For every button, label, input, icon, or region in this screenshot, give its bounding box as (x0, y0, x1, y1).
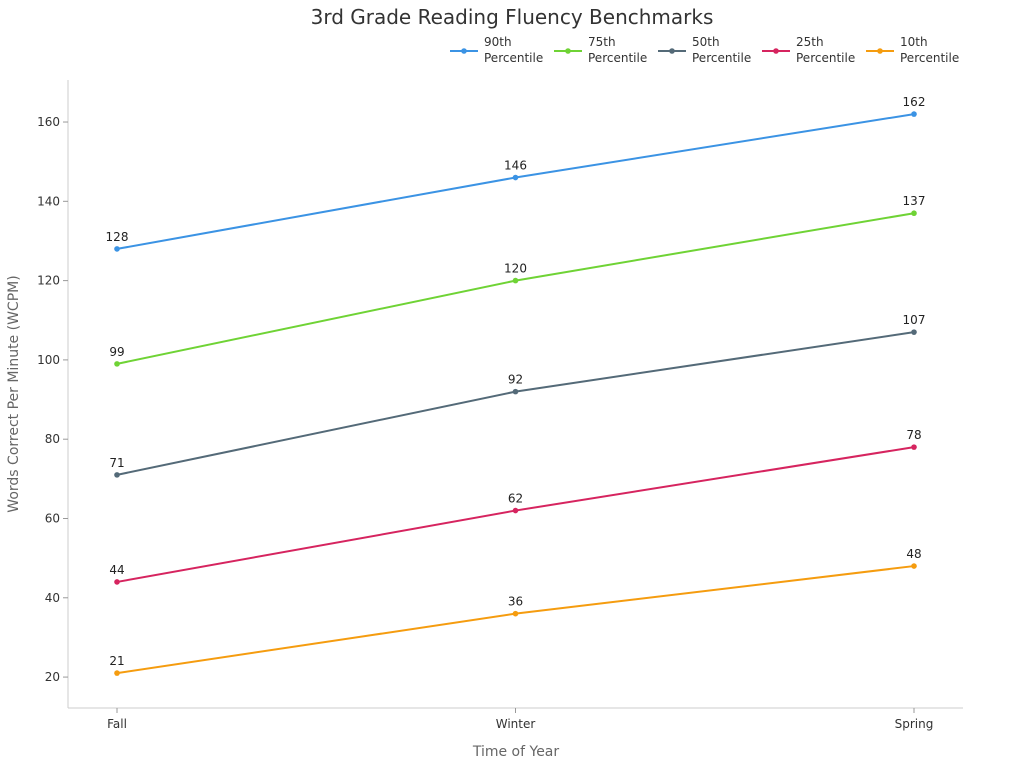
legend-label: 50th (692, 35, 720, 49)
data-point (512, 174, 519, 181)
legend-label: 10th (900, 35, 928, 49)
data-point (114, 579, 120, 585)
data-point (911, 111, 917, 117)
axes: 20 40 60 80 100 120 140 160 Fall Winter Spring (37, 80, 963, 731)
legend-label: Percentile (588, 51, 647, 65)
data-point (512, 277, 519, 284)
y-tick-label: 40 (45, 591, 60, 605)
data-label: 44 (109, 563, 124, 577)
data-label: 137 (903, 194, 926, 208)
series-line (116, 113, 915, 250)
data-label: 162 (903, 95, 926, 109)
data-label: 62 (508, 492, 523, 506)
y-tick-label: 60 (45, 511, 60, 525)
legend-label: Percentile (900, 51, 959, 65)
data-label: 78 (906, 428, 921, 442)
series-line (116, 331, 915, 476)
legend-item: 75th Percentile (554, 35, 647, 65)
data-point (114, 246, 120, 252)
series-line (116, 446, 915, 583)
data-point (512, 507, 519, 514)
y-tick-label: 80 (45, 432, 60, 446)
data-label: 146 (504, 159, 527, 173)
data-label: 99 (109, 345, 124, 359)
x-tick-label: Spring (895, 717, 934, 731)
series-line (116, 565, 915, 675)
x-axis-label: Time of Year (472, 744, 560, 760)
data-point (911, 329, 917, 335)
data-point (911, 563, 917, 569)
data-point (114, 361, 120, 367)
data-label: 128 (106, 230, 129, 244)
legend-label: Percentile (692, 51, 751, 65)
data-point (911, 444, 917, 450)
data-point (114, 472, 120, 478)
data-label: 120 (504, 262, 527, 276)
data-label: 48 (906, 547, 921, 561)
series-group: 128 146 162 99 120 137 71 92 107 44 62 78 21 36 48 (106, 95, 926, 676)
data-label: 21 (109, 654, 124, 668)
legend-item: 25th Percentile (762, 35, 855, 65)
data-label: 36 (508, 595, 523, 609)
chart-title: 3rd Grade Reading Fluency Benchmarks (311, 5, 714, 29)
legend-item: 90th Percentile (450, 35, 543, 65)
data-point (911, 210, 917, 217)
legend-label: 75th (588, 35, 616, 49)
legend-label: Percentile (484, 51, 543, 65)
data-point (114, 670, 120, 676)
legend-label: 25th (796, 35, 824, 49)
legend: 90th Percentile 75th Percentile 50th Percenti… (450, 35, 959, 65)
y-tick-label: 100 (37, 353, 60, 367)
legend-label: 90th (484, 35, 512, 49)
legend-marker (461, 48, 467, 54)
y-axis-label: Words Correct Per Minute (WCPM) (6, 275, 22, 512)
y-tick-label: 160 (37, 115, 60, 129)
y-tick-label: 140 (37, 194, 60, 208)
y-tick-label: 20 (45, 670, 60, 684)
legend-marker (773, 48, 779, 54)
x-tick-label: Fall (107, 717, 127, 731)
y-tick-label: 120 (37, 274, 60, 288)
series-line (116, 212, 915, 365)
legend-label: Percentile (796, 51, 855, 65)
data-label: 92 (508, 373, 523, 387)
legend-marker (565, 48, 571, 54)
data-point (512, 388, 519, 395)
legend-marker (669, 48, 675, 54)
legend-marker (877, 48, 883, 54)
legend-item: 50th Percentile (658, 35, 751, 65)
data-label: 107 (903, 313, 926, 327)
data-label: 71 (109, 456, 124, 470)
legend-item: 10th Percentile (866, 35, 959, 65)
x-tick-label: Winter (496, 717, 536, 731)
data-point (512, 610, 519, 617)
